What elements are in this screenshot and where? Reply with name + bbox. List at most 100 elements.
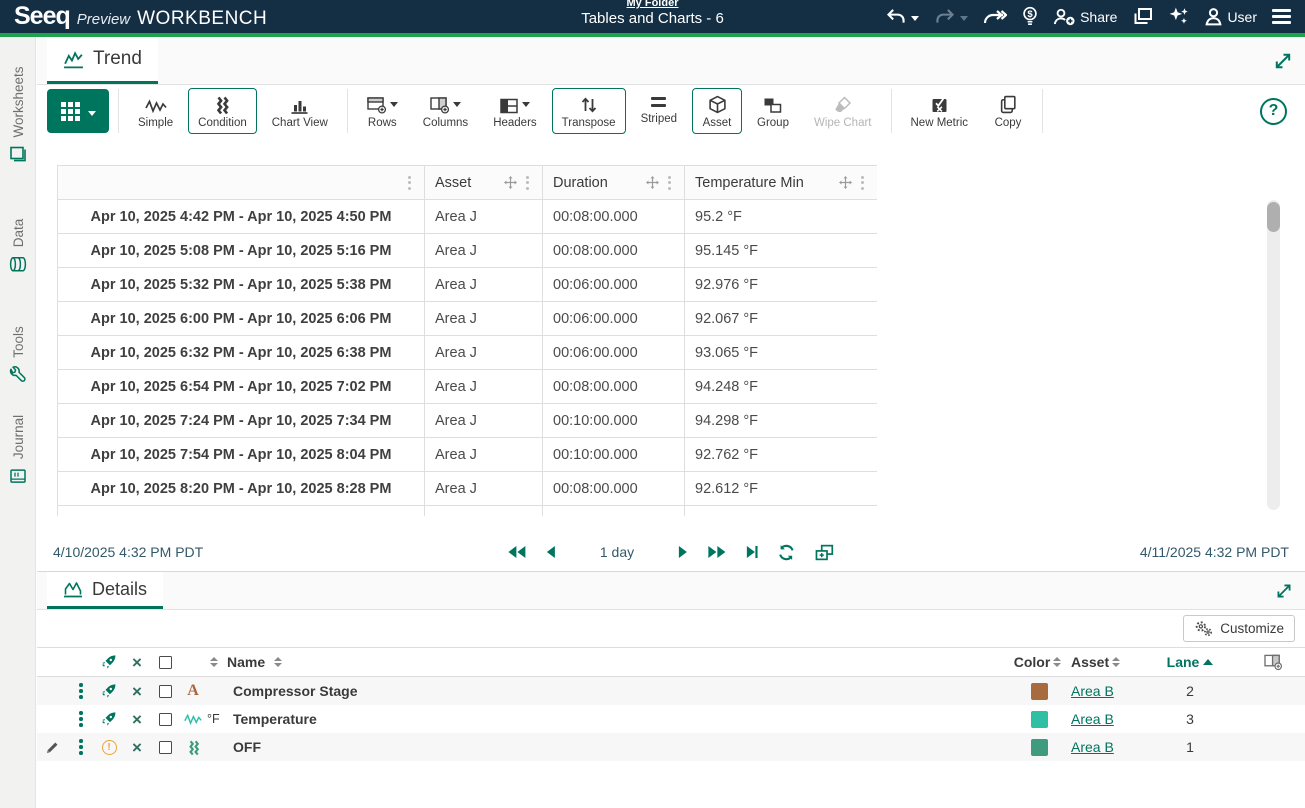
color-swatch[interactable] [1030,710,1048,728]
new-metric-button[interactable]: New Metric [901,88,979,134]
breadcrumb-folder-link[interactable]: My Folder [626,0,679,9]
item-menu-icon[interactable] [76,681,86,701]
item-name[interactable]: Temperature [233,711,317,727]
sort-icon[interactable] [210,657,218,667]
rocket-icon[interactable] [101,654,117,670]
hamburger-menu-button[interactable] [1272,9,1291,24]
select-item-checkbox[interactable] [158,684,172,698]
move-column-icon[interactable] [504,176,517,189]
pencil-icon[interactable] [45,740,60,755]
name-column-header[interactable]: Name [227,654,266,670]
wipe-chart-button[interactable]: Wipe Chart [804,88,882,134]
rocket-icon[interactable] [101,683,117,699]
sidebar-item-tools[interactable]: Tools [9,326,27,384]
simple-table-button[interactable]: Simple [128,88,183,134]
add-column-button[interactable] [1264,654,1283,671]
group-button[interactable]: Group [747,88,799,134]
rocket-icon[interactable] [101,711,117,727]
select-all-checkbox[interactable] [158,655,172,669]
column-menu-icon[interactable] [858,174,867,192]
step-back-button[interactable] [544,543,558,561]
column-header-asset[interactable]: Asset [424,165,543,200]
undo-button[interactable] [885,8,920,25]
fast-forward-button[interactable] [706,543,728,561]
item-menu-icon[interactable] [76,709,86,729]
range-duration[interactable]: 1 day [599,544,635,560]
detail-row-off-condition[interactable]: ! × OFF Area B 1 [37,733,1305,761]
copy-button[interactable]: Copy [983,88,1033,134]
customize-button[interactable]: Customize [1183,615,1295,642]
condition-table-button[interactable]: Condition [188,88,257,134]
asset-column-header[interactable]: Asset [1071,654,1110,670]
remove-all-icon[interactable]: × [132,652,142,672]
asset-link[interactable]: Area B [1071,739,1114,755]
table-row: Apr 10, 2025 7:54 PM - Apr 10, 2025 8:04… [57,437,877,472]
user-menu-button[interactable]: User [1204,7,1257,26]
headers-dropdown-button[interactable]: Headers [483,88,546,134]
column-menu-icon[interactable] [665,174,674,192]
remove-item-icon[interactable]: × [132,709,142,729]
help-button[interactable]: ? [1260,97,1287,125]
forward-all-button[interactable] [983,9,1008,25]
maximize-details-button[interactable] [1275,582,1293,600]
sort-icon[interactable] [1053,657,1062,667]
color-swatch[interactable] [1030,738,1048,756]
ai-assistant-button[interactable] [1168,6,1189,27]
column-menu-icon[interactable] [523,174,532,192]
select-item-checkbox[interactable] [158,740,172,754]
move-column-icon[interactable] [839,176,852,189]
step-forward-button[interactable] [676,543,690,561]
top-actions: $ Share User [885,6,1291,27]
item-name[interactable]: Compressor Stage [233,683,358,699]
table-mode-dropdown[interactable] [47,89,109,133]
lane-column-header[interactable]: Lane [1166,654,1200,670]
tab-details[interactable]: Details [47,572,164,609]
columns-dropdown-button[interactable]: Columns [413,88,478,134]
refresh-button[interactable] [776,542,797,563]
remove-item-icon[interactable]: × [132,737,142,757]
scrollbar-thumb[interactable] [1267,202,1280,232]
table-header-row: Asset Duration Temperature Min [57,165,877,200]
color-swatch[interactable] [1030,682,1048,700]
column-header-capsule[interactable] [57,165,425,200]
seeq-logo[interactable]: Seeq Preview WORKBENCH [14,2,267,31]
sort-icon[interactable] [1112,657,1121,667]
fast-back-icon [508,546,526,558]
color-column-header[interactable]: Color [1013,654,1051,670]
select-item-checkbox[interactable] [158,712,172,726]
vertical-scrollbar[interactable] [1267,200,1280,510]
detail-row-compressor-stage[interactable]: × A Compressor Stage Area B 2 [37,677,1305,705]
sidebar-item-journal[interactable]: Journal [9,415,27,485]
chart-view-button[interactable]: Chart View [262,88,338,134]
sidebar-item-worksheets[interactable]: Worksheets [9,66,27,163]
maximize-trend-button[interactable] [1273,51,1293,71]
item-menu-icon[interactable] [76,737,86,757]
tab-trend[interactable]: Trend [47,37,158,84]
column-header-duration[interactable]: Duration [542,165,685,200]
redo-button[interactable] [934,8,969,25]
fast-back-button[interactable] [506,543,528,561]
range-start[interactable]: 4/10/2025 4:32 PM PDT [53,544,204,560]
transpose-button[interactable]: Transpose [551,88,626,134]
sort-icon[interactable] [274,657,283,667]
step-to-end-button[interactable] [744,543,760,561]
share-button[interactable]: Share [1053,8,1117,26]
asset-link[interactable]: Area B [1071,683,1114,699]
copy-range-button[interactable] [813,542,836,563]
sidebar-item-data[interactable]: Data [9,219,27,274]
usage-button[interactable]: $ [1022,6,1038,27]
worksheets-overview-button[interactable] [1132,7,1153,26]
warning-icon[interactable]: ! [101,739,117,755]
asset-link[interactable]: Area B [1071,711,1114,727]
striped-button[interactable]: Striped [631,88,687,134]
detail-row-temperature[interactable]: × °F Temperature Area B 3 [37,705,1305,733]
range-end[interactable]: 4/11/2025 4:32 PM PDT [1139,544,1289,560]
move-column-icon[interactable] [646,176,659,189]
remove-item-icon[interactable]: × [132,681,142,701]
rows-dropdown-button[interactable]: Rows [357,88,408,134]
expand-icon [1275,53,1291,68]
column-header-temperature-min[interactable]: Temperature Min [684,165,877,200]
item-name[interactable]: OFF [233,739,261,755]
asset-button[interactable]: Asset [692,88,742,134]
column-menu-icon[interactable] [405,174,414,192]
